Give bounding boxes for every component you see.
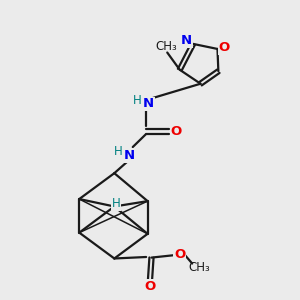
- Text: N: N: [124, 149, 135, 162]
- Text: O: O: [170, 125, 182, 138]
- Text: CH₃: CH₃: [155, 40, 177, 53]
- Text: N: N: [181, 34, 192, 47]
- Text: H: H: [113, 145, 122, 158]
- Text: N: N: [143, 98, 154, 110]
- Text: H: H: [133, 94, 142, 107]
- Text: O: O: [174, 248, 185, 261]
- Text: CH₃: CH₃: [189, 262, 211, 275]
- Text: O: O: [144, 280, 156, 293]
- Text: H: H: [112, 197, 121, 210]
- Text: O: O: [218, 41, 230, 54]
